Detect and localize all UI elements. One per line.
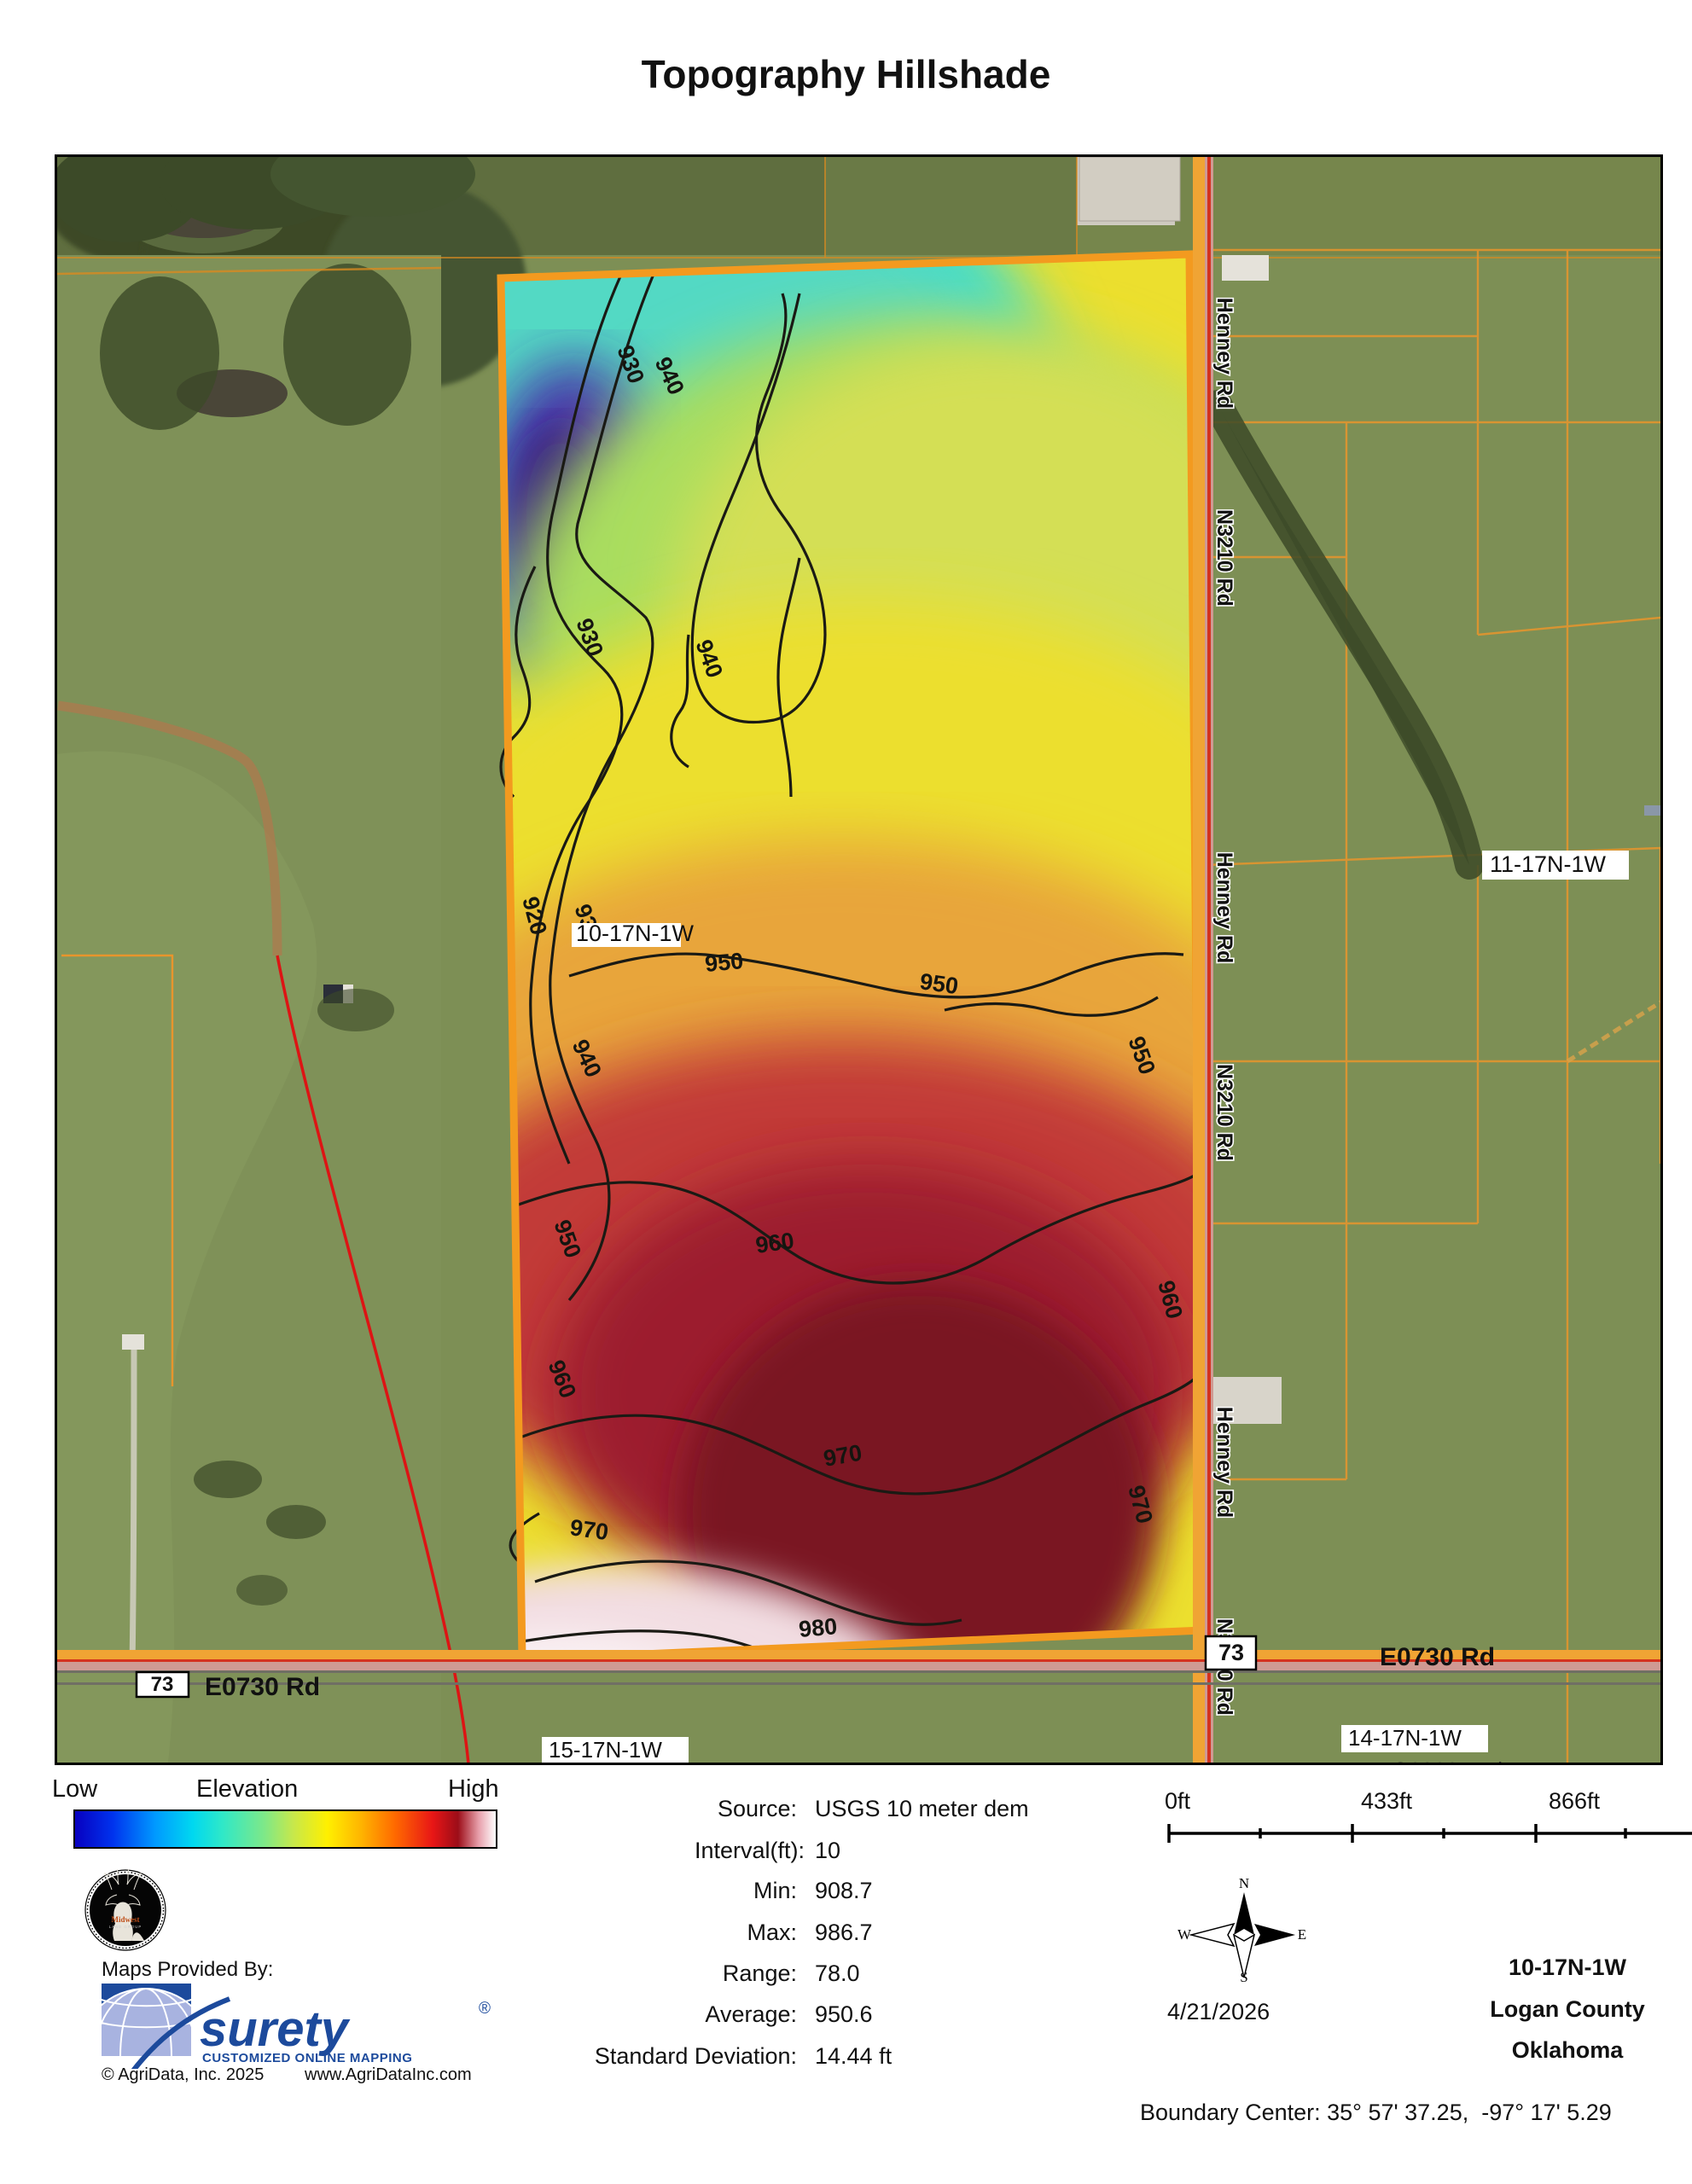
svg-text:10-17N-1W: 10-17N-1W: [576, 921, 695, 946]
svg-text:866ft: 866ft: [1549, 1790, 1601, 1814]
svg-text:LAND GROUP: LAND GROUP: [109, 1925, 142, 1929]
svg-text:CUSTOMIZED ONLINE MAPPING: CUSTOMIZED ONLINE MAPPING: [202, 2051, 412, 2065]
svg-text:surety: surety: [200, 2001, 351, 2057]
svg-text:Midwest: Midwest: [112, 1915, 140, 1924]
svg-text:73: 73: [151, 1673, 174, 1696]
svg-text:W: W: [1177, 1926, 1192, 1943]
svg-text:0ft: 0ft: [1165, 1790, 1191, 1814]
svg-text:950: 950: [704, 948, 745, 977]
svg-text:E0730 Rd: E0730 Rd: [205, 1673, 320, 1701]
svg-text:Henney Rd: Henney Rd: [1212, 852, 1236, 964]
svg-text:N: N: [1239, 1875, 1249, 1891]
svg-text:Henney Rd: Henney Rd: [1212, 1407, 1236, 1519]
svg-text:980: 980: [798, 1613, 839, 1642]
svg-text:950: 950: [918, 968, 960, 999]
svg-text:11-17N-1W: 11-17N-1W: [1490, 851, 1607, 877]
svg-text:73: 73: [1218, 1640, 1244, 1665]
svg-text:®: ®: [479, 2000, 491, 2018]
svg-text:E0730 Rd: E0730 Rd: [1380, 1643, 1495, 1671]
svg-text:15-17N-1W: 15-17N-1W: [549, 1737, 662, 1763]
svg-text:433ft: 433ft: [1361, 1790, 1413, 1814]
svg-text:E: E: [1298, 1926, 1306, 1943]
svg-text:N3210 Rd: N3210 Rd: [1212, 1064, 1236, 1161]
svg-text:960: 960: [754, 1228, 796, 1258]
svg-text:970: 970: [568, 1514, 610, 1545]
svg-text:N3210 Rd: N3210 Rd: [1212, 509, 1236, 607]
svg-text:Henney Rd: Henney Rd: [1212, 298, 1236, 410]
svg-text:14-17N-1W: 14-17N-1W: [1348, 1725, 1462, 1751]
